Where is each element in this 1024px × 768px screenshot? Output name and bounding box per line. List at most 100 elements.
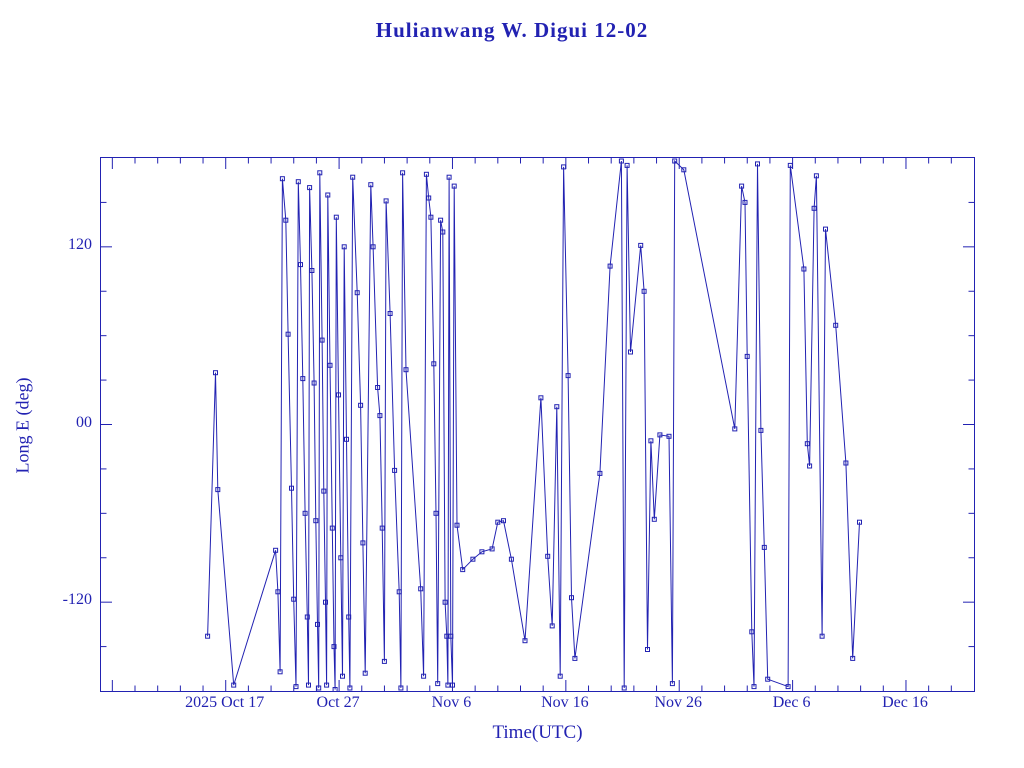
data-point-marker — [215, 487, 221, 493]
data-point-marker — [426, 195, 432, 201]
y-tick-label: 120 — [68, 235, 92, 253]
data-point-marker — [205, 633, 211, 639]
data-point-marker — [277, 669, 283, 675]
data-point-marker — [279, 176, 285, 182]
data-point-marker — [347, 685, 353, 691]
data-point-marker — [843, 460, 849, 466]
data-point-marker — [657, 432, 663, 438]
data-point-marker — [379, 525, 385, 531]
data-point-marker — [742, 199, 748, 205]
x-tick-label: Dec 16 — [882, 694, 928, 711]
data-point-marker — [755, 161, 760, 167]
data-point-marker — [787, 162, 793, 168]
data-point-marker — [621, 685, 627, 691]
data-point-marker — [811, 205, 817, 211]
data-point-marker — [751, 684, 757, 690]
data-point-marker — [295, 179, 301, 185]
data-point-marker — [440, 229, 446, 235]
data-point-marker — [495, 519, 501, 525]
data-point-marker — [316, 685, 322, 691]
data-point-marker — [508, 556, 514, 562]
data-point-marker — [293, 684, 299, 690]
data-point-marker — [275, 589, 281, 595]
data-point-marker — [340, 673, 345, 679]
data-point-marker — [323, 599, 328, 605]
data-point-marker — [569, 595, 574, 601]
data-point-marker — [749, 629, 755, 635]
data-point-marker — [804, 441, 810, 447]
chart-canvas — [101, 158, 974, 691]
data-point-marker — [732, 426, 738, 432]
data-point-marker — [317, 170, 323, 176]
data-point-marker — [641, 288, 647, 294]
data-point-marker — [607, 263, 613, 269]
data-point-marker — [470, 556, 476, 562]
x-tick-label: Oct 27 — [316, 694, 360, 711]
x-axis-label: Time(UTC) — [492, 722, 583, 743]
data-point-marker — [341, 244, 347, 250]
data-point-marker — [744, 353, 750, 359]
y-tick-label: 00 — [76, 413, 92, 431]
data-point-marker — [338, 555, 344, 561]
data-point-marker — [819, 633, 825, 639]
data-point-marker — [309, 268, 315, 273]
data-point-marker — [761, 544, 767, 550]
data-point-marker — [557, 673, 563, 679]
data-point-marker — [545, 553, 551, 559]
data-point-marker — [628, 349, 633, 355]
data-point-marker — [285, 331, 291, 337]
page-title: Hulianwang W. Digui 12-02 — [375, 18, 649, 42]
data-point-marker — [765, 676, 771, 682]
data-point-marker — [538, 395, 544, 401]
data-point-marker — [648, 438, 654, 444]
x-tick-label: Nov 6 — [431, 694, 472, 711]
data-point-marker — [624, 162, 630, 168]
data-point-marker — [448, 633, 454, 639]
data-point-marker — [304, 614, 310, 620]
data-point-marker — [213, 370, 218, 376]
data-point-marker — [807, 463, 813, 469]
data-point-marker — [306, 682, 311, 688]
data-point-marker — [273, 547, 279, 553]
data-point-marker — [283, 217, 289, 223]
data-point-marker — [354, 290, 360, 296]
data-point-marker — [446, 174, 452, 180]
data-point-marker — [431, 361, 437, 367]
data-point-marker — [362, 670, 368, 676]
data-point-marker — [451, 183, 457, 189]
data-point-marker — [442, 599, 448, 605]
data-point-marker — [666, 433, 672, 439]
data-point-marker — [392, 467, 398, 473]
data-point-marker — [360, 540, 366, 546]
data-point-marker — [857, 519, 862, 525]
data-point-marker — [813, 173, 819, 179]
data-point-marker — [331, 644, 337, 650]
data-point-marker — [387, 311, 393, 316]
data-point-marker — [291, 596, 297, 602]
data-point-marker — [313, 518, 319, 524]
data-point-marker — [672, 158, 678, 164]
data-point-marker — [231, 682, 237, 688]
data-point-marker — [319, 337, 325, 343]
data-point-marker — [561, 164, 567, 170]
data-point-marker — [302, 510, 308, 516]
data-point-marker — [346, 614, 352, 620]
x-tick-label: Nov 16 — [541, 694, 589, 711]
data-point-marker — [423, 171, 429, 177]
data-point-marker — [398, 685, 404, 691]
data-point-marker — [833, 322, 839, 328]
data-point-marker — [370, 244, 376, 250]
data-point-marker — [311, 380, 317, 386]
data-point-marker — [549, 623, 555, 629]
data-point-marker — [638, 242, 644, 248]
data-point-marker — [669, 681, 675, 687]
x-tick-label: 2025 Oct 17 — [185, 694, 265, 711]
data-point-marker — [332, 687, 338, 691]
data-point-marker — [445, 682, 451, 688]
data-point-marker — [454, 522, 460, 528]
plot-area — [100, 157, 975, 692]
data-series-line — [207, 159, 860, 690]
data-point-marker — [298, 262, 303, 268]
data-point-marker — [368, 182, 374, 188]
